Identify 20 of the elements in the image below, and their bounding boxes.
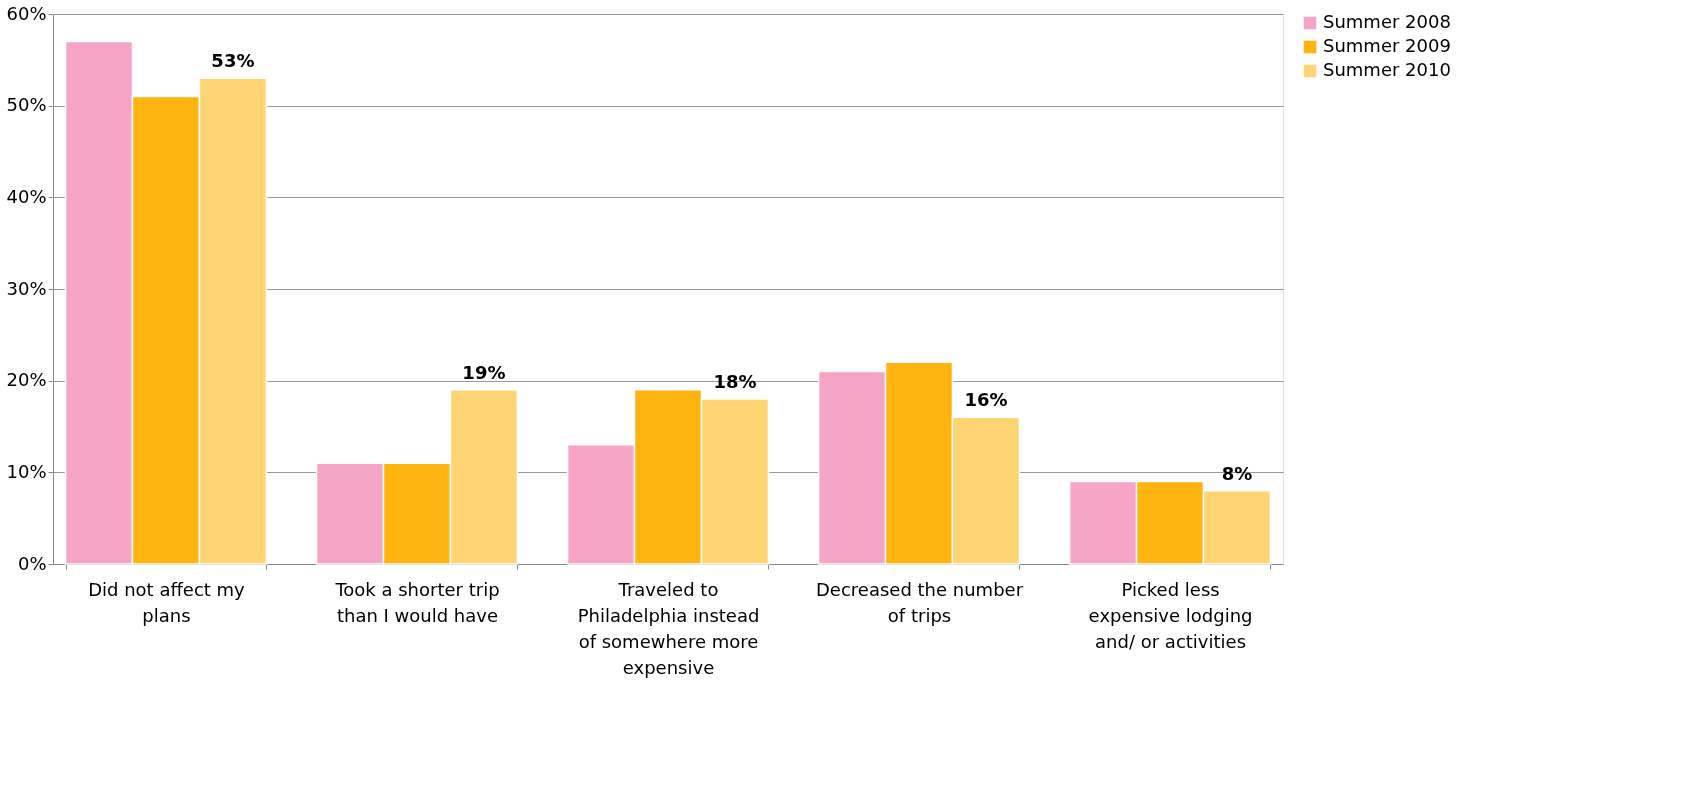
y-tick-label: 50% (6, 94, 47, 116)
legend-label: Summer 2008 (1323, 11, 1451, 32)
data-label: 19% (462, 361, 506, 383)
x-tick-label: Traveled to Philadelphia instead of somewhere more expensive (577, 578, 760, 678)
legend-label: Summer 2009 (1323, 35, 1451, 56)
data-label: 18% (713, 371, 757, 392)
data-label: 8% (1221, 462, 1253, 484)
legend-label: Summer 2010 (1323, 59, 1451, 80)
x-tick-label: Decreased the number of trips (815, 578, 1024, 626)
y-tick-label: 0% (17, 552, 47, 574)
y-tick-label: 60% (6, 2, 47, 24)
y-tick-label: 40% (6, 185, 47, 207)
y-tick-label: 30% (6, 277, 47, 299)
data-label: 16% (964, 389, 1008, 411)
x-tick-label: Did not affect my plans (88, 578, 246, 626)
data-label: 53% (211, 50, 255, 72)
x-tick-label: Picked less expensive lodging and/ or activities (1088, 578, 1253, 652)
x-tick-label: Took a shorter trip than I would have (334, 578, 500, 626)
y-tick-label: 10% (6, 460, 47, 482)
y-tick-label: 20% (6, 369, 47, 391)
